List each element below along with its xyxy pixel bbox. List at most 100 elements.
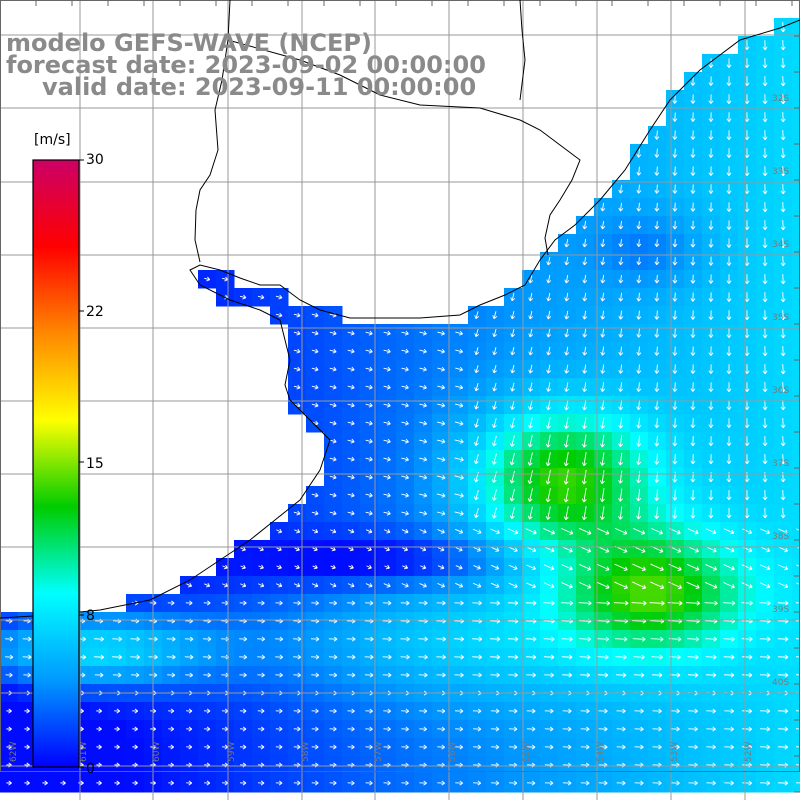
- wind-arrow: [762, 454, 768, 465]
- wind-arrow: [690, 112, 696, 122]
- wind-arrow: [780, 328, 786, 339]
- wind-arrow: [5, 654, 14, 660]
- wind-arrow: [275, 780, 283, 786]
- wind-arrow: [526, 744, 536, 750]
- wind-arrow: [582, 220, 588, 230]
- wind-arrow: [597, 636, 610, 642]
- wind-arrow: [780, 508, 786, 519]
- wind-arrow: [726, 400, 732, 410]
- wind-arrow: [437, 546, 445, 552]
- wind-arrow: [618, 506, 623, 520]
- wind-arrow: [347, 510, 355, 516]
- wind-arrow: [578, 581, 592, 589]
- wind-arrow: [654, 489, 660, 501]
- wind-arrow: [672, 436, 678, 447]
- wind-arrow: [491, 744, 500, 750]
- wind-arrow: [670, 726, 680, 732]
- wind-arrow: [780, 76, 786, 87]
- wind-arrow: [526, 726, 536, 732]
- wind-arrow: [670, 708, 680, 714]
- wind-arrow: [365, 474, 373, 480]
- border-lines: [194, 0, 581, 263]
- wind-arrow: [437, 330, 445, 336]
- wind-arrow: [654, 166, 660, 176]
- wind-arrow: [708, 490, 714, 501]
- wind-arrow: [726, 346, 732, 356]
- wind-arrow: [705, 636, 718, 642]
- wind-arrow: [563, 434, 569, 448]
- wind-arrow: [491, 489, 497, 501]
- wind-arrow: [491, 435, 497, 447]
- wind-arrow: [672, 328, 678, 338]
- wind-arrow: [632, 636, 646, 642]
- wind-arrow: [636, 166, 642, 176]
- wind-arrow: [708, 256, 714, 266]
- wind-arrow: [294, 528, 301, 534]
- wind-arrow: [579, 564, 592, 571]
- wind-arrow: [618, 274, 624, 284]
- wind-arrow: [472, 708, 482, 714]
- wind-arrow: [726, 292, 732, 302]
- wind-cell: [792, 522, 800, 541]
- wind-arrow: [546, 256, 552, 266]
- wind-arrow: [795, 656, 800, 658]
- wind-arrow: [634, 708, 644, 714]
- wind-arrow: [636, 417, 642, 429]
- wind-arrow: [203, 708, 211, 714]
- wind-arrow: [329, 780, 337, 786]
- wind-arrow: [759, 582, 771, 589]
- wind-arrow: [330, 564, 336, 570]
- wind-arrow: [777, 600, 789, 606]
- wind-arrow: [600, 328, 606, 338]
- wind-arrow: [527, 488, 533, 502]
- wind-arrow: [687, 654, 699, 660]
- colorbar-tick-15: 15: [86, 456, 104, 472]
- wind-arrow: [726, 382, 732, 392]
- wind-arrow: [690, 238, 696, 248]
- wind-arrow: [419, 726, 428, 732]
- wind-arrow: [704, 581, 718, 589]
- wind-arrow: [293, 384, 301, 390]
- wind-arrow: [402, 564, 409, 570]
- wind-arrow: [726, 436, 732, 447]
- wind-arrow: [780, 490, 786, 501]
- wind-arrow: [543, 564, 555, 571]
- wind-arrow: [346, 636, 356, 642]
- wind-arrow: [726, 274, 732, 284]
- wind-arrow: [365, 366, 373, 372]
- wind-arrow: [636, 506, 642, 520]
- wind-arrow: [614, 636, 628, 642]
- wind-arrow: [528, 382, 534, 392]
- wind-arrow: [690, 130, 696, 140]
- wind-arrow: [742, 744, 753, 750]
- wind-arrow: [275, 654, 284, 660]
- wind-arrow: [528, 364, 534, 374]
- wind-arrow: [618, 239, 624, 248]
- wind-arrow: [636, 148, 642, 158]
- wind-arrow: [618, 221, 624, 230]
- wind-arrow: [742, 672, 753, 678]
- wind-arrow: [615, 654, 627, 660]
- wind-arrow: [311, 492, 319, 498]
- wind-arrow: [582, 328, 588, 338]
- wind-arrow: [670, 780, 680, 786]
- wind-arrow: [401, 384, 409, 390]
- wind-arrow: [491, 564, 500, 570]
- wind-arrow: [582, 310, 588, 320]
- wind-arrow: [275, 312, 283, 318]
- wind-arrow: [258, 582, 265, 588]
- wind-arrow: [778, 780, 789, 786]
- wind-arrow: [419, 780, 427, 786]
- wind-arrow: [526, 672, 536, 678]
- wind-arrow: [472, 528, 482, 534]
- wind-arrow: [600, 257, 606, 266]
- wind-arrow: [528, 310, 534, 320]
- wind-arrow: [472, 654, 483, 660]
- wind-arrow: [400, 600, 410, 606]
- wind-arrow: [490, 546, 500, 552]
- wind-arrow: [562, 708, 572, 714]
- wind-arrow: [474, 382, 480, 392]
- wind-arrow: [437, 529, 445, 534]
- wind-arrow: [474, 508, 479, 519]
- wind-arrow: [596, 600, 611, 606]
